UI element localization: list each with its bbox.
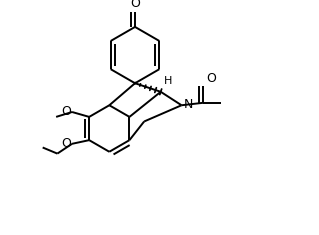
Text: O: O	[206, 72, 216, 85]
Text: N: N	[183, 98, 193, 111]
Text: O: O	[61, 137, 71, 150]
Text: O: O	[61, 106, 71, 118]
Text: H: H	[164, 76, 172, 86]
Text: O: O	[130, 0, 140, 10]
